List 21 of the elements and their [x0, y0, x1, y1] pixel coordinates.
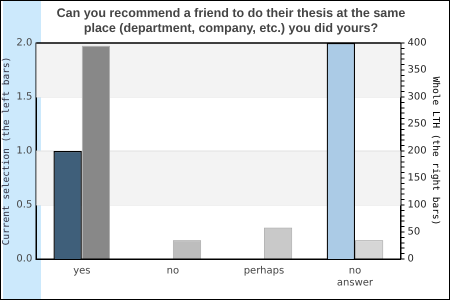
y-tick-label: 0.0 [16, 254, 32, 265]
y2-tick-label: 50 [408, 226, 420, 238]
x-tick-label: no answer [336, 266, 374, 289]
x-tick-label: no [166, 266, 180, 277]
y-tick-label: 1.5 [16, 92, 32, 103]
chart-title: Can you recommend a friend to do their thesis at the same place (department, company, etc.) you did yours? [56, 6, 406, 36]
y2-tick-label: 300 [408, 92, 427, 103]
y-tick-label: 2.0 [16, 38, 32, 49]
y-tick-label: 1.0 [16, 146, 32, 157]
x-tick-label: yes [73, 266, 90, 277]
y2-tick-label: 200 [408, 146, 427, 157]
x-tick-label: perhaps [244, 266, 284, 277]
y2-tick-label: 350 [408, 64, 427, 76]
y2-tick-label: 0 [408, 254, 414, 265]
y2-tick-label: 400 [408, 38, 427, 49]
y2-tick-label: 150 [408, 172, 427, 184]
y-tick-label: 0.5 [16, 200, 32, 211]
y2-axis-title: Whole LTH (the right bars) [430, 76, 441, 226]
y-axis-title: Current selection (the left bars) [1, 56, 12, 246]
y2-tick-label: 100 [408, 200, 427, 211]
y2-tick-label: 250 [408, 118, 427, 130]
